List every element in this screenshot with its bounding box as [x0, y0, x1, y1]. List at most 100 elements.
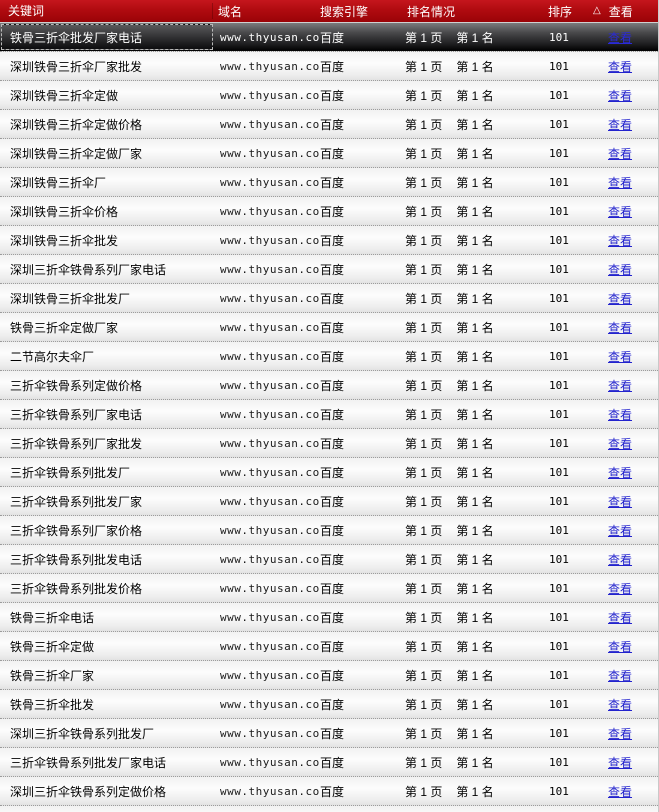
- table-row[interactable]: 深圳铁骨三折伞批发厂 www.thyusan.com 百度 第 1 页第 1 名…: [0, 283, 658, 312]
- domain-cell: www.thyusan.com: [220, 755, 320, 769]
- view-link[interactable]: 查看: [608, 755, 633, 770]
- table-row[interactable]: 铁骨三折伞批发 www.thyusan.com 百度 第 1 页第 1 名 10…: [0, 689, 658, 718]
- table-row[interactable]: 深圳铁骨三折伞价格 www.thyusan.com 百度 第 1 页第 1 名 …: [0, 196, 658, 225]
- view-link[interactable]: 查看: [608, 146, 633, 161]
- search-engine-cell: 百度: [320, 175, 345, 190]
- view-link[interactable]: 查看: [608, 30, 633, 45]
- table-row[interactable]: 三折伞铁骨系列批发厂 www.thyusan.com 百度 第 1 页第 1 名…: [0, 457, 658, 486]
- table-row[interactable]: 铁骨三折伞电话 www.thyusan.com 百度 第 1 页第 1 名 10…: [0, 602, 658, 631]
- domain-cell: www.thyusan.com: [220, 378, 320, 392]
- column-header-domain[interactable]: 域名: [218, 4, 243, 19]
- rank-status-cell: 第 1 页第 1 名: [405, 783, 548, 800]
- table-row[interactable]: 深圳三折伞铁骨系列厂家电话 www.thyusan.com 百度 第 1 页第 …: [0, 254, 658, 283]
- view-link[interactable]: 查看: [608, 378, 633, 393]
- view-link[interactable]: 查看: [608, 436, 633, 451]
- table-row[interactable]: 铁骨三折伞厂家 www.thyusan.com 百度 第 1 页第 1 名 10…: [0, 660, 658, 689]
- view-link[interactable]: 查看: [608, 610, 633, 625]
- table-row[interactable]: 深圳铁骨三折伞批发 www.thyusan.com 百度 第 1 页第 1 名 …: [0, 225, 658, 254]
- view-link[interactable]: 查看: [608, 639, 633, 654]
- column-header-rank-status[interactable]: 排名情况: [407, 4, 456, 19]
- table-row[interactable]: 三折伞铁骨系列厂家批发 www.thyusan.com 百度 第 1 页第 1 …: [0, 428, 658, 457]
- keyword-cell: 深圳三折伞铁骨系列厂家电话: [10, 262, 167, 277]
- sort-value-cell: 101: [549, 581, 569, 595]
- view-cell: 查看: [591, 116, 658, 133]
- keyword-cell: 铁骨三折伞定做厂家: [10, 320, 119, 335]
- table-row[interactable]: 深圳三折伞铁骨系列批发厂 www.thyusan.com 百度 第 1 页第 1…: [0, 718, 658, 747]
- rank-position: 第 1 名: [456, 146, 494, 161]
- table-row[interactable]: 深圳铁骨三折伞定做 www.thyusan.com 百度 第 1 页第 1 名 …: [0, 80, 658, 109]
- search-engine-cell: 百度: [320, 436, 345, 451]
- table-row[interactable]: 深圳三折伞铁骨系列定做价格 www.thyusan.com 百度 第 1 页第 …: [0, 776, 658, 805]
- column-header-sort[interactable]: 排序: [548, 4, 573, 19]
- view-link[interactable]: 查看: [608, 175, 633, 190]
- rank-position: 第 1 名: [456, 204, 494, 219]
- domain-cell: www.thyusan.com: [220, 204, 320, 218]
- view-link[interactable]: 查看: [608, 88, 633, 103]
- view-link[interactable]: 查看: [608, 320, 633, 335]
- table-row[interactable]: 深圳铁骨三折伞定做厂家 www.thyusan.com 百度 第 1 页第 1 …: [0, 138, 658, 167]
- view-link[interactable]: 查看: [608, 204, 633, 219]
- view-link[interactable]: 查看: [608, 494, 633, 509]
- view-link[interactable]: 查看: [608, 523, 633, 538]
- view-link[interactable]: 查看: [608, 784, 633, 799]
- view-link[interactable]: 查看: [608, 668, 633, 683]
- table-row[interactable]: 深圳铁骨三折伞厂 www.thyusan.com 百度 第 1 页第 1 名 1…: [0, 167, 658, 196]
- rank-page: 第 1 页: [405, 552, 443, 567]
- domain-cell: www.thyusan.com: [220, 233, 320, 247]
- keyword-cell: 深圳铁骨三折伞定做价格: [10, 117, 143, 132]
- view-link[interactable]: 查看: [608, 291, 633, 306]
- view-link[interactable]: 查看: [608, 726, 633, 741]
- view-link[interactable]: 查看: [608, 407, 633, 422]
- view-link[interactable]: 查看: [608, 59, 633, 74]
- search-engine-cell: 百度: [320, 726, 345, 741]
- domain-cell: www.thyusan.com: [220, 407, 320, 421]
- search-engine-cell: 百度: [320, 784, 345, 799]
- view-link[interactable]: 查看: [608, 233, 633, 248]
- column-header-search-engine[interactable]: 搜索引擎: [320, 4, 369, 19]
- rank-position: 第 1 名: [456, 30, 494, 45]
- view-cell: 查看: [591, 377, 658, 394]
- table-row[interactable]: 深圳铁骨三折伞厂家批发 www.thyusan.com 百度 第 1 页第 1 …: [0, 51, 658, 80]
- table-row[interactable]: 铁骨三折伞批发厂家电话 www.thyusan.com 百度 第 1 页第 1 …: [0, 22, 658, 51]
- table-row[interactable]: 铁骨三折伞定做 www.thyusan.com 百度 第 1 页第 1 名 10…: [0, 631, 658, 660]
- table-row[interactable]: 二节高尔夫伞厂 www.thyusan.com 百度 第 1 页第 1 名 10…: [0, 341, 658, 370]
- rank-position: 第 1 名: [456, 233, 494, 248]
- view-link[interactable]: 查看: [608, 697, 633, 712]
- keyword-cell: 三折伞铁骨系列批发电话: [10, 552, 143, 567]
- rank-status-cell: 第 1 页第 1 名: [405, 174, 548, 191]
- view-link[interactable]: 查看: [608, 262, 633, 277]
- table-row[interactable]: 深圳铁骨三折伞定做价格 www.thyusan.com 百度 第 1 页第 1 …: [0, 109, 658, 138]
- table-row[interactable]: 铁骨三折伞定做厂家 www.thyusan.com 百度 第 1 页第 1 名 …: [0, 312, 658, 341]
- rank-page: 第 1 页: [405, 349, 443, 364]
- rank-status-cell: 第 1 页第 1 名: [405, 522, 548, 539]
- view-link[interactable]: 查看: [608, 349, 633, 364]
- table-row[interactable]: 三折伞铁骨系列批发价格 www.thyusan.com 百度 第 1 页第 1 …: [0, 573, 658, 602]
- table-row[interactable]: 三折伞铁骨系列厂家电话 www.thyusan.com 百度 第 1 页第 1 …: [0, 399, 658, 428]
- table-row[interactable]: 三折伞铁骨系列定做价格 www.thyusan.com 百度 第 1 页第 1 …: [0, 370, 658, 399]
- column-header-keyword[interactable]: 关键词: [0, 3, 213, 19]
- sort-value-cell: 101: [549, 639, 569, 653]
- rank-position: 第 1 名: [456, 262, 494, 277]
- rank-position: 第 1 名: [456, 668, 494, 683]
- table-row[interactable]: 三折伞铁骨系列批发厂家 www.thyusan.com 百度 第 1 页第 1 …: [0, 486, 658, 515]
- rank-status-cell: 第 1 页第 1 名: [405, 493, 548, 510]
- view-link[interactable]: 查看: [608, 117, 633, 132]
- column-header-view[interactable]: △ 查看: [591, 3, 658, 20]
- keyword-cell: 深圳三折伞铁骨系列定做价格: [10, 784, 167, 799]
- domain-cell: www.thyusan.com: [220, 88, 320, 102]
- view-link[interactable]: 查看: [608, 581, 633, 596]
- table-row[interactable]: 三折伞铁骨系列厂家价格 www.thyusan.com 百度 第 1 页第 1 …: [0, 515, 658, 544]
- view-link[interactable]: 查看: [608, 465, 633, 480]
- rank-position: 第 1 名: [456, 465, 494, 480]
- domain-cell: www.thyusan.com: [220, 175, 320, 189]
- view-cell: 查看: [591, 232, 658, 249]
- table-row[interactable]: 三折伞铁骨系列批发厂家电话 www.thyusan.com 百度 第 1 页第 …: [0, 747, 658, 776]
- rank-page: 第 1 页: [405, 378, 443, 393]
- search-engine-cell: 百度: [320, 88, 345, 103]
- table-row[interactable]: [0, 805, 658, 812]
- search-engine-cell: 百度: [320, 233, 345, 248]
- view-link[interactable]: 查看: [608, 552, 633, 567]
- rank-status-cell: 第 1 页第 1 名: [405, 232, 548, 249]
- table-row[interactable]: 三折伞铁骨系列批发电话 www.thyusan.com 百度 第 1 页第 1 …: [0, 544, 658, 573]
